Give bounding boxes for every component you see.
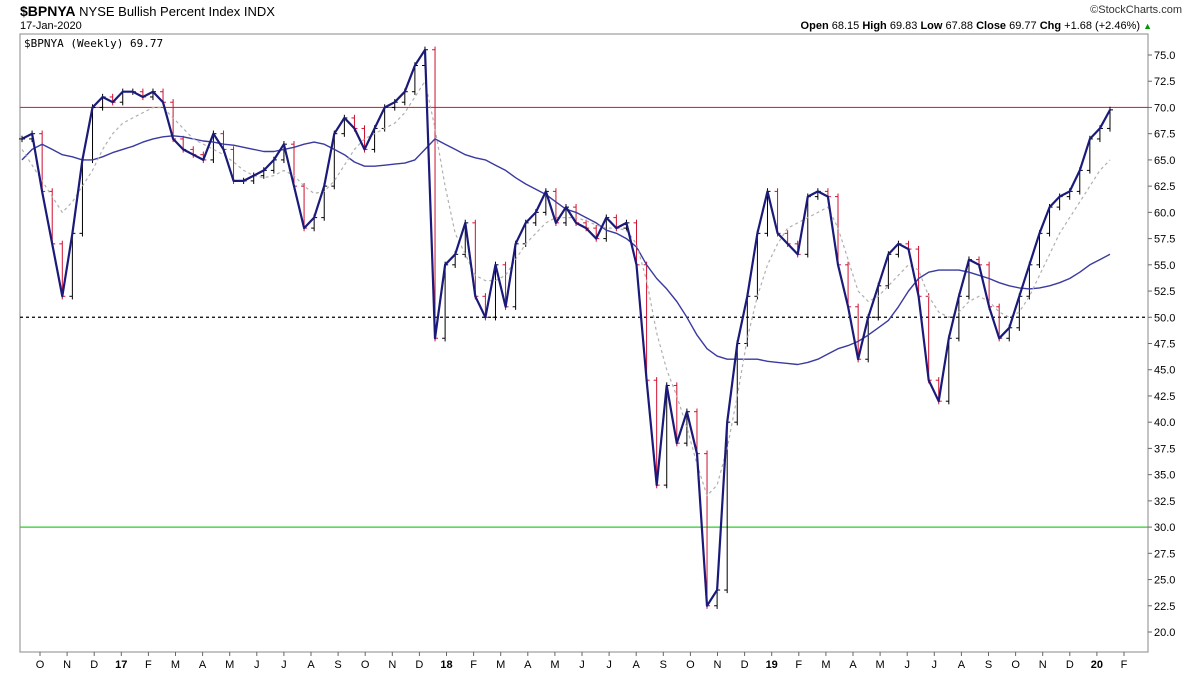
chart-title: $BPNYA NYSE Bullish Percent Index INDX <box>20 3 275 19</box>
y-tick-label: 45.0 <box>1154 365 1175 377</box>
y-tick-label: 67.5 <box>1154 129 1175 141</box>
x-tick-label: O <box>1011 659 1020 671</box>
x-tick-label: 18 <box>440 659 452 671</box>
close-label: Close <box>976 20 1007 32</box>
x-tick-label: O <box>36 659 45 671</box>
x-tick-label: D <box>741 659 749 671</box>
y-tick-label: 35.0 <box>1154 470 1175 482</box>
y-tick-label: 20.0 <box>1154 627 1175 639</box>
x-tick-label: F <box>470 659 477 671</box>
fast-moving-average-line <box>21 80 1111 497</box>
y-tick-label: 22.5 <box>1154 601 1175 613</box>
y-tick-label: 42.5 <box>1154 391 1175 403</box>
x-tick-label: M <box>225 659 234 671</box>
x-tick-label: 20 <box>1091 659 1103 671</box>
x-tick-label: N <box>1039 659 1047 671</box>
series-legend: $BPNYA (Weekly) 69.77 <box>24 37 164 50</box>
x-tick-label: S <box>660 659 667 671</box>
x-tick-label: F <box>795 659 802 671</box>
y-tick-label: 32.5 <box>1154 496 1175 508</box>
chg-label: Chg <box>1039 20 1062 32</box>
x-tick-label: O <box>686 659 695 671</box>
y-tick-label: 40.0 <box>1154 417 1175 429</box>
slow-moving-average-line <box>21 135 1111 366</box>
high-value: 69.83 <box>889 20 918 32</box>
x-tick-label: J <box>254 659 260 671</box>
x-tick-label: A <box>199 659 207 671</box>
y-tick-label: 52.5 <box>1154 286 1175 298</box>
x-tick-label: N <box>63 659 71 671</box>
x-tick-label: J <box>606 659 612 671</box>
open-label: Open <box>800 20 829 32</box>
x-tick-label: M <box>876 659 885 671</box>
close-value: 69.77 <box>1009 20 1037 32</box>
y-tick-label: 27.5 <box>1154 548 1175 560</box>
x-tick-label: D <box>90 659 98 671</box>
x-tick-label: M <box>171 659 180 671</box>
y-tick-label: 55.0 <box>1154 260 1175 272</box>
y-tick-label: 50.0 <box>1154 312 1175 324</box>
ohlc-readout: Open 68.15 High 69.83 Low 67.88 Close 69… <box>801 20 1152 32</box>
x-tick-label: N <box>388 659 396 671</box>
x-tick-label: A <box>524 659 532 671</box>
y-tick-label: 72.5 <box>1154 76 1175 88</box>
low-label: Low <box>920 20 943 32</box>
x-tick-label: 19 <box>766 659 778 671</box>
x-tick-label: F <box>1121 659 1128 671</box>
y-tick-label: 25.0 <box>1154 575 1175 587</box>
x-tick-label: S <box>985 659 992 671</box>
index-name: NYSE Bullish Percent Index <box>79 4 241 19</box>
y-tick-label: 47.5 <box>1154 339 1175 351</box>
exchange: INDX <box>243 4 275 19</box>
x-tick-label: O <box>361 659 370 671</box>
y-tick-label: 57.5 <box>1154 234 1175 246</box>
y-tick-label: 62.5 <box>1154 181 1175 193</box>
x-tick-label: M <box>550 659 559 671</box>
high-label: High <box>862 20 887 32</box>
price-close-line <box>21 48 1111 607</box>
x-tick-label: D <box>415 659 423 671</box>
x-tick-label: A <box>633 659 641 671</box>
y-tick-label: 60.0 <box>1154 207 1175 219</box>
x-tick-label: J <box>281 659 287 671</box>
x-tick-label: 17 <box>115 659 127 671</box>
x-tick-label: D <box>1066 659 1074 671</box>
y-tick-label: 30.0 <box>1154 522 1175 534</box>
x-tick-label: J <box>904 659 910 671</box>
y-tick-label: 75.0 <box>1154 50 1175 62</box>
x-tick-label: F <box>145 659 152 671</box>
x-tick-label: J <box>932 659 938 671</box>
y-tick-label: 65.0 <box>1154 155 1175 167</box>
plot-frame <box>19 33 1149 653</box>
y-tick-label: 70.0 <box>1154 102 1175 114</box>
y-tick-label: 37.5 <box>1154 443 1175 455</box>
x-tick-label: S <box>334 659 341 671</box>
symbol: $BPNYA <box>20 3 76 19</box>
x-tick-label: M <box>821 659 830 671</box>
open-value: 68.15 <box>831 20 860 32</box>
chart-date: 17-Jan-2020 <box>20 20 82 32</box>
x-tick-label: A <box>849 659 857 671</box>
low-value: 67.88 <box>945 20 974 32</box>
x-tick-label: M <box>496 659 505 671</box>
x-tick-label: A <box>958 659 966 671</box>
chg-value: +1.68 (+2.46%) <box>1064 20 1141 32</box>
chg-up-arrow-icon: ▲ <box>1143 21 1152 31</box>
x-tick-label: A <box>307 659 315 671</box>
x-tick-label: N <box>714 659 722 671</box>
brand-link[interactable]: ©StockCharts.com <box>1090 4 1182 16</box>
x-tick-label: J <box>579 659 585 671</box>
